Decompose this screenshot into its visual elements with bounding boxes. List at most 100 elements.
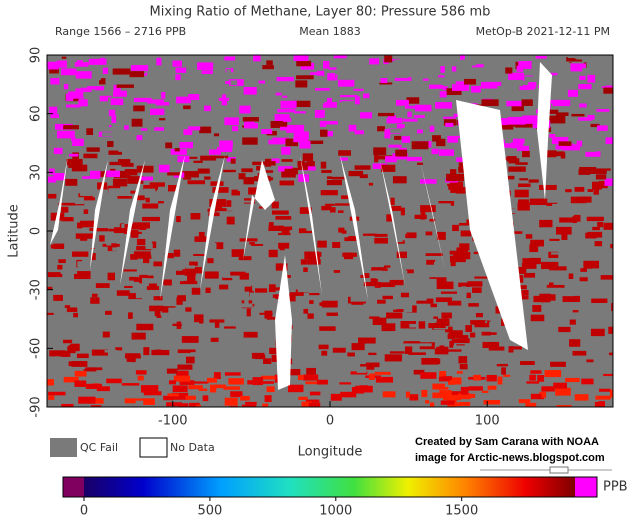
- map-cell: [172, 60, 182, 67]
- map-cell: [348, 170, 364, 177]
- map-cell: [578, 255, 585, 260]
- map-cell: [154, 308, 161, 317]
- map-cell: [178, 403, 189, 407]
- map-cell: [66, 158, 83, 166]
- map-cell: [205, 287, 211, 293]
- map-cell: [387, 128, 401, 133]
- map-cell: [309, 300, 314, 304]
- map-cell: [82, 118, 91, 124]
- map-cell: [579, 75, 586, 80]
- map-cell: [552, 99, 571, 107]
- map-cell: [411, 141, 429, 150]
- map-cell: [443, 394, 462, 401]
- map-cell: [243, 331, 258, 338]
- map-cell: [241, 404, 257, 407]
- map-cell: [76, 60, 83, 64]
- map-cell: [259, 312, 273, 315]
- map-cell: [443, 116, 456, 119]
- map-cell: [340, 391, 357, 398]
- map-cell: [486, 374, 497, 382]
- map-cell: [238, 256, 252, 261]
- map-cell: [546, 202, 558, 207]
- map-cell: [90, 337, 109, 344]
- x-tick-label: 0: [326, 414, 334, 429]
- map-cell: [576, 320, 584, 326]
- map-cell: [224, 301, 230, 308]
- map-cell: [460, 55, 465, 60]
- map-cell: [260, 358, 272, 364]
- map-cell: [593, 189, 599, 195]
- map-cell: [341, 195, 351, 200]
- map-cell: [326, 312, 338, 316]
- map-cell: [197, 168, 210, 174]
- map-cell: [71, 361, 88, 367]
- map-cell: [427, 278, 437, 287]
- map-cell: [438, 376, 450, 382]
- map-cell: [238, 293, 253, 298]
- map-cell: [306, 367, 316, 375]
- map-cell: [369, 316, 380, 319]
- map-cell: [310, 75, 324, 82]
- map-cell: [133, 313, 149, 321]
- map-cell: [193, 160, 203, 163]
- map-cell: [378, 112, 395, 117]
- map-cell: [47, 312, 54, 315]
- map-cell: [497, 376, 503, 385]
- map-cell: [379, 82, 393, 85]
- map-cell: [63, 125, 79, 130]
- map-cell: [354, 309, 367, 313]
- map-cell: [339, 157, 348, 161]
- map-cell: [111, 115, 117, 123]
- map-cell: [297, 255, 307, 260]
- map-cell: [526, 381, 540, 384]
- map-cell: [314, 109, 325, 118]
- map-cell: [244, 285, 253, 292]
- map-cell: [177, 364, 193, 370]
- map-cell: [124, 231, 142, 234]
- map-cell: [449, 340, 454, 348]
- map-field: [47, 55, 613, 407]
- map-cell: [429, 125, 435, 132]
- map-cell: [451, 391, 464, 398]
- map-cell: [423, 190, 430, 196]
- map-cell: [96, 386, 110, 392]
- map-cell: [362, 233, 378, 236]
- map-cell: [571, 113, 585, 117]
- map-cell: [351, 302, 364, 305]
- map-cell: [441, 312, 452, 319]
- map-cell: [518, 199, 529, 205]
- map-cell: [603, 222, 613, 230]
- map-cell: [86, 147, 100, 152]
- map-cell: [79, 220, 97, 228]
- map-cell: [224, 397, 238, 406]
- map-cell: [528, 370, 542, 374]
- map-cell: [453, 251, 471, 260]
- map-cell: [350, 245, 360, 248]
- map-cell: [571, 58, 584, 67]
- map-cell: [394, 77, 412, 81]
- map-cell: [331, 207, 336, 213]
- map-cell: [578, 169, 591, 175]
- map-cell: [517, 128, 524, 134]
- map-cell: [535, 284, 544, 292]
- colorbar-tick-label: 1000: [319, 504, 352, 519]
- map-cell: [421, 389, 428, 398]
- map-cell: [74, 271, 91, 280]
- map-cell: [460, 230, 472, 237]
- map-cell: [61, 56, 67, 59]
- map-cell: [177, 349, 196, 354]
- map-cell: [407, 156, 422, 162]
- map-cell: [484, 297, 498, 303]
- map-cell: [116, 290, 130, 296]
- y-tick-label: 30: [29, 164, 44, 181]
- map-cell: [136, 238, 146, 246]
- map-cell: [529, 198, 548, 206]
- map-cell: [224, 56, 236, 61]
- map-cell: [488, 346, 505, 351]
- map-cell: [425, 400, 430, 404]
- map-cell: [359, 174, 368, 179]
- map-cell: [559, 217, 575, 223]
- map-cell: [384, 132, 391, 139]
- map-cell: [579, 277, 588, 282]
